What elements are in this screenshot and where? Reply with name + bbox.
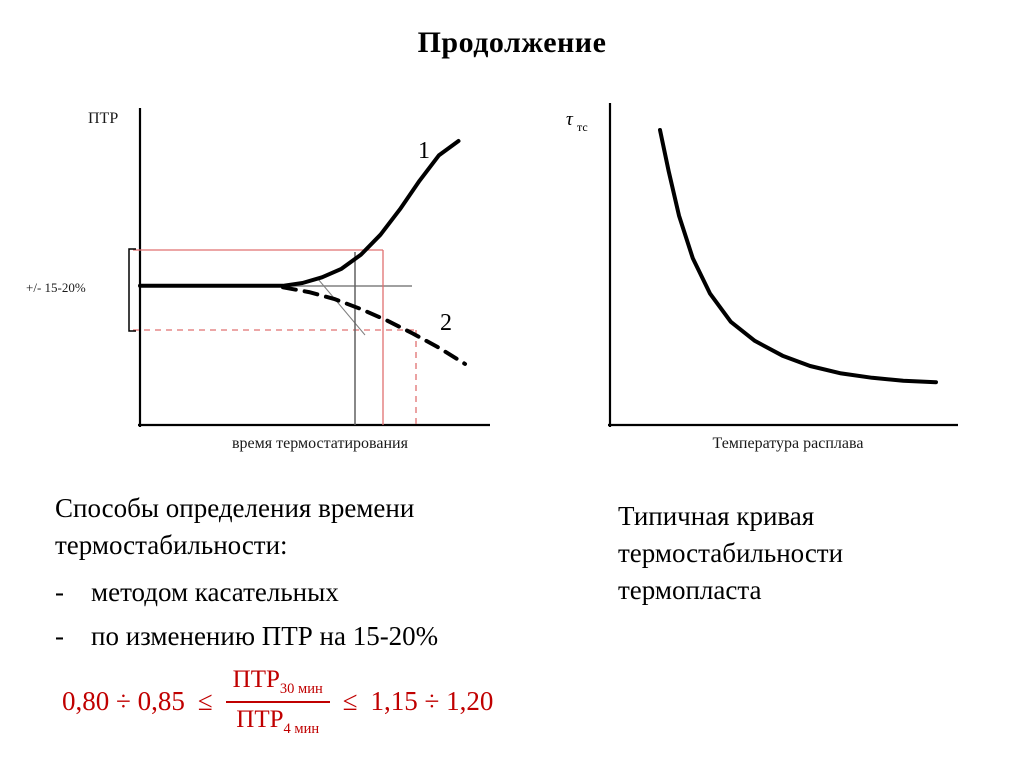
- left-chart-y-label: ПТР: [88, 110, 118, 127]
- bullet-text-mfr-change: по изменению ПТР на 15-20%: [91, 621, 439, 651]
- right-chart-y-label-sub: тс: [577, 120, 588, 134]
- stability-decay-curve: [658, 128, 938, 385]
- tangent-construction-line: [317, 278, 366, 336]
- formula-fraction: ПТР30 мин ПТР4 мин: [225, 666, 330, 738]
- numerator-subscript: 30 мин: [279, 681, 323, 697]
- slide-title: Продолжение: [417, 26, 607, 59]
- mfr-ratio-formula: 0,80 ÷ 0,85 ≤ ПТР30 мин ПТР4 мин ≤ 1,15 …: [62, 666, 493, 737]
- mfr-vs-time-chart: ПТР время термостатирования 1 2 +/- 15-2…: [26, 108, 490, 452]
- denominator-base: ПТР: [236, 705, 284, 733]
- bullet-text-tangent-method: методом касательных: [91, 577, 339, 607]
- curve-2-falling-dashed: [281, 285, 467, 366]
- right-chart-x-label: Температура расплава: [713, 435, 864, 452]
- formula-left-bound: 0,80 ÷ 0,85: [62, 686, 185, 717]
- leq-sign-right: ≤: [342, 686, 358, 717]
- right-caption-block: Типичная кривая термостабильности термоп…: [618, 498, 843, 609]
- list-item: - по изменению ПТР на 15-20%: [55, 621, 438, 652]
- right-caption-line3: термопласта: [618, 575, 762, 605]
- methods-heading: Способы определения времени термостабиль…: [55, 490, 438, 564]
- methods-heading-line1: Способы определения времени: [55, 493, 415, 523]
- fraction-numerator: ПТР30 мин: [225, 666, 330, 703]
- denominator-subscript: 4 мин: [283, 720, 320, 737]
- methods-heading-line2: термостабильности:: [55, 530, 288, 560]
- methods-list: - методом касательных - по изменению ПТР…: [55, 577, 438, 652]
- bullet-marker: -: [55, 621, 64, 651]
- bullet-marker: -: [55, 577, 64, 607]
- right-chart-y-label-tau: τ: [566, 109, 574, 130]
- tolerance-band-label: +/- 15-20%: [26, 280, 86, 295]
- stability-vs-temperature-chart: τ тс Температура расплава: [566, 103, 958, 452]
- fraction-denominator: ПТР4 мин: [236, 703, 319, 738]
- numerator-base: ПТР: [232, 666, 280, 693]
- methods-text-block: Способы определения времени термостабиль…: [55, 490, 438, 652]
- formula-right-bound: 1,15 ÷ 1,20: [370, 686, 494, 717]
- curve-1-label: 1: [418, 138, 430, 164]
- left-chart-x-label: время термостатирования: [232, 435, 409, 452]
- leq-sign-left: ≤: [197, 686, 213, 717]
- right-caption-line2: термостабильности: [618, 538, 844, 568]
- curve-2-label: 2: [440, 310, 452, 336]
- tolerance-bracket: [128, 248, 136, 332]
- curve-1-rising: [138, 139, 461, 288]
- right-caption-line1: Типичная кривая: [618, 501, 815, 531]
- list-item: - методом касательных: [55, 577, 438, 608]
